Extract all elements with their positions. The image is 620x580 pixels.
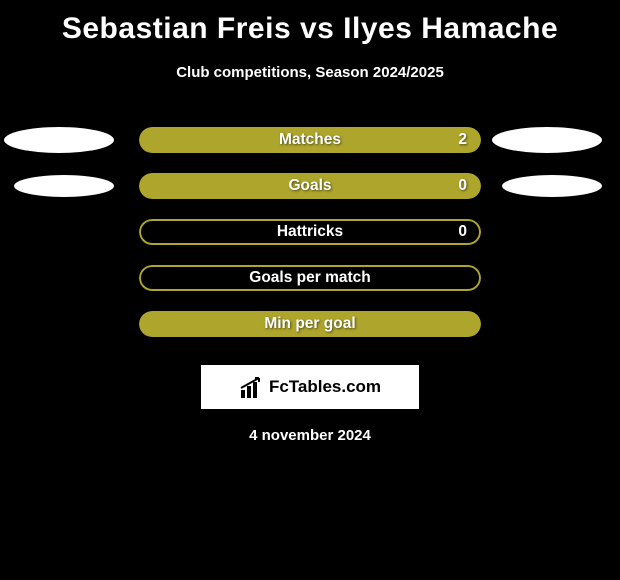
stat-label: Min per goal xyxy=(139,311,481,337)
left-marker xyxy=(4,127,114,153)
comparison-chart: Matches2Goals0Hattricks0Goals per matchM… xyxy=(0,117,620,347)
stat-bar: Hattricks0 xyxy=(139,219,481,245)
footer-date: 4 november 2024 xyxy=(0,427,620,444)
logo-box: FcTables.com xyxy=(201,365,419,409)
stat-bar: Goals0 xyxy=(139,173,481,199)
stat-bar: Goals per match xyxy=(139,265,481,291)
stat-label: Matches xyxy=(139,127,481,153)
left-marker xyxy=(14,175,114,197)
stat-row: Matches2 xyxy=(0,117,620,163)
stat-bar: Matches2 xyxy=(139,127,481,153)
stat-value: 2 xyxy=(458,127,467,153)
page-subtitle: Club competitions, Season 2024/2025 xyxy=(0,64,620,81)
page-title: Sebastian Freis vs Ilyes Hamache xyxy=(0,0,620,46)
logo: FcTables.com xyxy=(239,376,381,398)
stat-row: Goals per match xyxy=(0,255,620,301)
right-marker xyxy=(502,175,602,197)
stat-value: 0 xyxy=(458,173,467,199)
logo-text: FcTables.com xyxy=(269,377,381,397)
stat-bar: Min per goal xyxy=(139,311,481,337)
stat-label: Hattricks xyxy=(139,219,481,245)
stat-label: Goals per match xyxy=(139,265,481,291)
stat-row: Hattricks0 xyxy=(0,209,620,255)
right-marker xyxy=(492,127,602,153)
stat-row: Goals0 xyxy=(0,163,620,209)
bars-arrow-icon xyxy=(239,376,265,398)
stat-label: Goals xyxy=(139,173,481,199)
stat-row: Min per goal xyxy=(0,301,620,347)
stat-value: 0 xyxy=(458,219,467,245)
